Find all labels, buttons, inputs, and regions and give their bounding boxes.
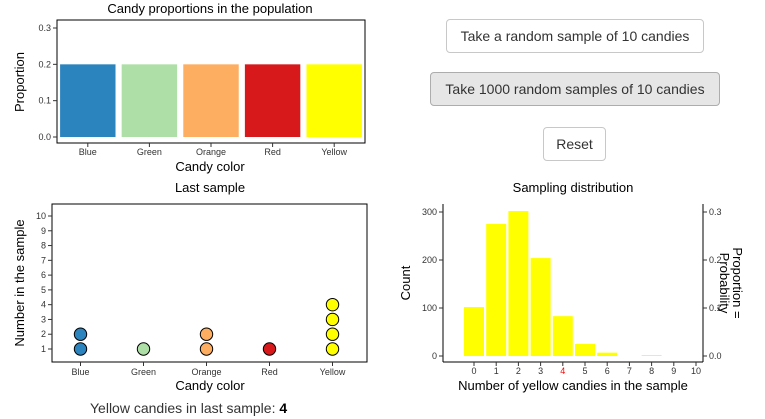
y-tick-label: 3	[41, 314, 46, 324]
y-tick-label: 10	[36, 211, 46, 221]
x-tick-label: 3	[538, 366, 543, 376]
x-tick-label: 7	[627, 366, 632, 376]
y-tick-label: 9	[41, 226, 46, 236]
candy-point-yellow	[325, 297, 340, 312]
candy-point-yellow	[325, 327, 340, 341]
reset-button[interactable]: Reset	[543, 127, 606, 161]
y-right-tick-label: 0.2	[709, 255, 722, 265]
x-tick-label: Red	[261, 367, 278, 377]
y-right-tick-label: 0.0	[709, 351, 722, 361]
candy-point-yellow	[325, 342, 340, 356]
x-tick-label: 0	[471, 366, 476, 376]
y-tick-label: 0.3	[38, 23, 51, 33]
candy-point-green	[136, 342, 151, 356]
x-axis-label: Number of yellow candies in the sample	[458, 378, 688, 393]
x-tick-label: Orange	[191, 367, 221, 377]
x-tick-label-highlight: 4	[560, 366, 565, 376]
bar-orange	[183, 64, 239, 137]
plot-frame	[51, 203, 368, 363]
dist-bar	[575, 344, 595, 356]
y-tick-label: 100	[422, 303, 437, 313]
y-axis-label: Count	[398, 265, 413, 300]
candy-point-blue	[73, 327, 88, 341]
x-tick-label: Yellow	[320, 367, 346, 377]
x-tick-label: Blue	[79, 147, 97, 157]
candy-point-red	[262, 342, 277, 356]
x-tick-label: Orange	[196, 147, 226, 157]
dist-bar	[597, 352, 618, 356]
y-tick-label: 300	[422, 207, 437, 217]
candy-point-blue	[73, 342, 88, 356]
y-tick-label: 0.2	[38, 59, 51, 69]
x-tick-label: Yellow	[321, 147, 347, 157]
sample-many-button[interactable]: Take 1000 random samples of 10 candies	[430, 72, 720, 106]
summary-value: 4	[279, 400, 288, 416]
population-chart: Candy proportions in the population 0.0 0…	[12, 1, 366, 174]
y-axis-right-label: Proportion =Probability	[717, 247, 745, 318]
y-tick-label: 1	[41, 344, 46, 354]
y-tick-label: 2	[41, 329, 46, 339]
dist-bar	[508, 211, 529, 356]
x-tick-label: Green	[131, 367, 156, 377]
y-tick-label: 4	[41, 300, 46, 310]
y-tick-label: 200	[422, 255, 437, 265]
y-tick-label: 6	[41, 270, 46, 280]
last-sample-chart: Last sample 1 2 3 4 5 6 7 8 9 10 Blue Green Orange R…	[12, 180, 368, 393]
dist-bar	[552, 316, 573, 356]
y-tick-label: 0.1	[38, 96, 51, 106]
x-tick-label: 1	[494, 366, 499, 376]
x-tick-label: 5	[582, 366, 587, 376]
y-tick-label: 0	[432, 351, 437, 361]
x-tick-label: Blue	[71, 367, 89, 377]
y-tick-label: 0.0	[38, 132, 51, 142]
candy-point-yellow	[325, 312, 340, 327]
x-axis-label: Candy color	[175, 378, 245, 393]
x-tick-label: 10	[691, 366, 701, 376]
yellow-count-summary: Yellow candies in last sample: 4	[90, 400, 287, 416]
dist-bar	[464, 307, 484, 356]
y-axis-label: Number in the sample	[12, 219, 27, 346]
bar-green	[121, 64, 178, 137]
x-tick-label: 8	[649, 366, 654, 376]
y-right-tick-label: 0.1	[709, 303, 722, 313]
bar-blue	[60, 64, 116, 137]
dist-bar	[530, 258, 551, 356]
y-tick-label: 5	[41, 285, 46, 295]
sample-one-button[interactable]: Take a random sample of 10 candies	[446, 19, 704, 53]
x-tick-label: Green	[137, 147, 162, 157]
bar-yellow	[306, 64, 362, 137]
summary-label: Yellow candies in last sample:	[90, 400, 276, 416]
y-axis-label: Proportion	[12, 52, 27, 112]
dist-bar	[641, 355, 662, 356]
candy-point-orange	[199, 327, 214, 341]
y-tick-label: 8	[41, 241, 46, 251]
sampling-distribution-chart: Sampling distribution 01002003000.00.10.…	[398, 180, 745, 393]
y-tick-label: 7	[41, 255, 46, 265]
bar-red	[244, 64, 301, 137]
x-tick-label: 2	[516, 366, 521, 376]
chart-title: Candy proportions in the population	[107, 1, 312, 16]
chart-title: Last sample	[175, 180, 245, 195]
x-tick-label: 9	[671, 366, 676, 376]
x-axis-label: Candy color	[175, 159, 245, 174]
y-right-tick-label: 0.3	[709, 207, 722, 217]
x-tick-label: 6	[605, 366, 610, 376]
dist-bar	[486, 224, 507, 356]
chart-title: Sampling distribution	[513, 180, 634, 195]
x-tick-label: Red	[264, 147, 281, 157]
candy-point-orange	[199, 342, 214, 356]
